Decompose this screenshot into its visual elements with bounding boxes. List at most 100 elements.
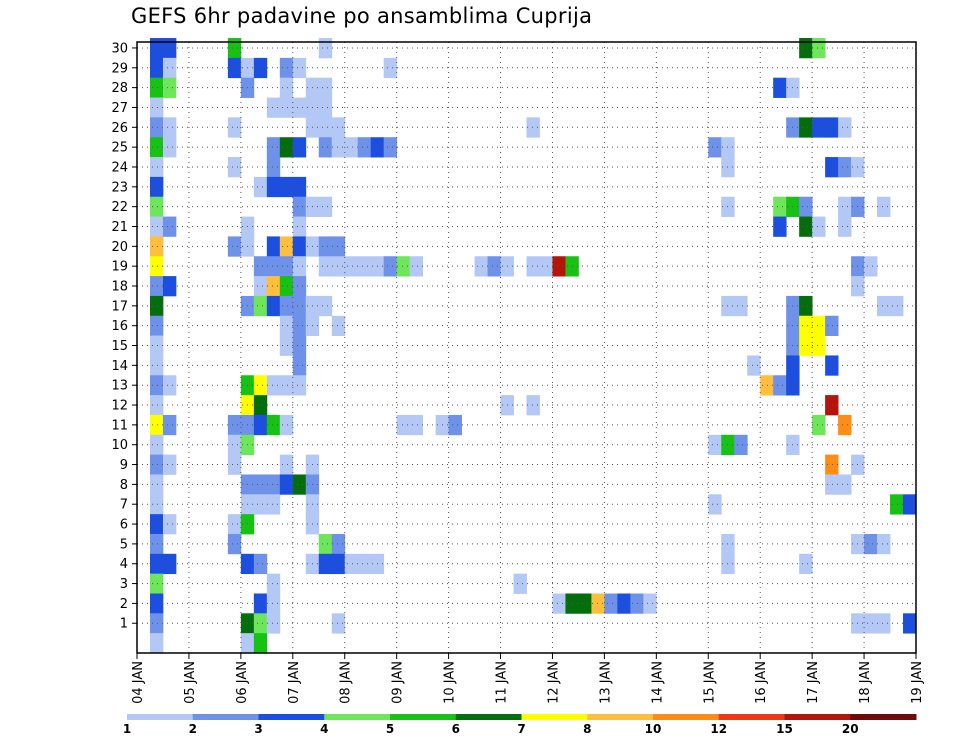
heatmap-cell (292, 335, 307, 356)
heatmap-cell (149, 57, 164, 79)
heatmap-cell (877, 613, 891, 634)
heatmap-cell (227, 533, 242, 555)
heatmap-cell (266, 573, 281, 594)
heatmap-cell (149, 295, 164, 317)
heatmap-cell (292, 315, 307, 336)
heatmap-cell (890, 295, 904, 317)
x-tick-label: 14 JAN (650, 661, 665, 704)
heatmap-cell (162, 216, 177, 237)
plot-frame (136, 41, 917, 654)
heatmap-cell (149, 395, 164, 416)
heatmap-cell (487, 256, 501, 277)
y-tick-label: 29 (111, 61, 128, 76)
heatmap-cell (253, 593, 268, 614)
heatmap-cell (279, 176, 294, 198)
y-tick-label: 19 (111, 260, 128, 275)
heatmap-cell (799, 335, 813, 356)
heatmap-cell (812, 335, 826, 356)
heatmap-cell (578, 593, 592, 614)
y-tick-label: 13 (111, 379, 128, 394)
heatmap-cell (552, 256, 566, 277)
heatmap-cell (253, 414, 268, 436)
heatmap-cell (292, 236, 307, 257)
heatmap-cell (318, 137, 333, 158)
heatmap-cell (877, 533, 891, 555)
heatmap-cell (890, 494, 904, 515)
heatmap-cell (279, 454, 294, 475)
colorbar-label: 20 (842, 722, 859, 736)
heatmap-cell (838, 474, 852, 495)
y-tick-label: 20 (111, 240, 128, 255)
colorbar-label: 5 (386, 722, 394, 736)
heatmap-cell (279, 414, 294, 436)
heatmap-cell (149, 176, 164, 198)
colorbar-label: 1 (123, 722, 131, 736)
heatmap-cell (292, 196, 307, 217)
heatmap-cell (227, 414, 242, 436)
heatmap-cell (227, 157, 242, 178)
heatmap-cell (266, 256, 281, 277)
heatmap-cell (279, 375, 294, 396)
heatmap-cell (149, 236, 164, 257)
heatmap-cell (331, 117, 346, 138)
heatmap-cell (266, 276, 281, 297)
y-tick-label: 2 (120, 597, 128, 612)
heatmap-cell (864, 533, 878, 555)
x-axis: 04 JAN 05 JAN 06 JAN 07 JAN 08 JAN 09 JAN 10 J… (131, 653, 925, 704)
heatmap-cell (253, 633, 268, 654)
y-tick-label: 18 (111, 280, 128, 295)
heatmap-cell (864, 256, 878, 277)
heatmap-cell (266, 157, 281, 178)
heatmap-cell (279, 474, 294, 495)
heatmap-cell (383, 256, 398, 277)
heatmap-cell (292, 276, 307, 297)
heatmap-cell (149, 256, 164, 277)
heatmap-cell (292, 216, 307, 237)
heatmap-cell (773, 375, 787, 396)
heatmap-cell (149, 633, 164, 654)
x-tick-label: 18 JAN (858, 661, 873, 704)
heatmap-cell (279, 276, 294, 297)
heatmap-cell (825, 355, 839, 376)
colorbar-label: 6 (452, 722, 460, 736)
heatmap-cell (253, 57, 268, 79)
heatmap-cell (162, 57, 177, 79)
heatmap-cell (318, 295, 333, 317)
heatmap-cell (318, 256, 333, 277)
heatmap-cell (318, 236, 333, 257)
heatmap-cell (383, 57, 398, 79)
heatmap-cell (266, 137, 281, 158)
x-tick-label: 11 JAN (495, 661, 510, 704)
heatmap-cell (552, 593, 566, 614)
colorbar-swatch (324, 714, 391, 720)
heatmap-cell (344, 137, 359, 158)
y-tick-label: 12 (111, 399, 128, 414)
heatmap-cell (526, 117, 540, 138)
heatmap-cell (344, 256, 359, 277)
x-tick-label: 05 JAN (183, 661, 198, 704)
heatmap-cell (864, 613, 878, 634)
heatmap-cell (409, 256, 424, 277)
heatmap-cell (253, 494, 268, 515)
heatmap-cell (149, 553, 164, 575)
heatmap-cell (292, 355, 307, 376)
y-tick-label: 17 (111, 299, 128, 314)
x-tick-label: 07 JAN (287, 661, 302, 704)
heatmap-cell (227, 38, 242, 59)
y-tick-label: 9 (120, 458, 128, 473)
heatmap-cell (708, 494, 722, 515)
colorbar-swatch (192, 714, 259, 720)
y-axis: 1234567891011121314151617181920212223242… (111, 41, 137, 632)
heatmap-cell (396, 414, 411, 436)
heatmap-cell (149, 593, 164, 614)
heatmap-cell (331, 613, 346, 634)
heatmap-cell (149, 514, 164, 535)
y-tick-label: 3 (120, 577, 128, 592)
heatmap-cell (253, 176, 268, 198)
heatmap-cell (279, 97, 294, 118)
heatmap-cell (318, 196, 333, 217)
x-tick-label: 16 JAN (754, 661, 769, 704)
y-tick-label: 22 (111, 200, 128, 215)
y-tick-label: 26 (111, 121, 128, 136)
heatmap-cell (708, 137, 722, 158)
